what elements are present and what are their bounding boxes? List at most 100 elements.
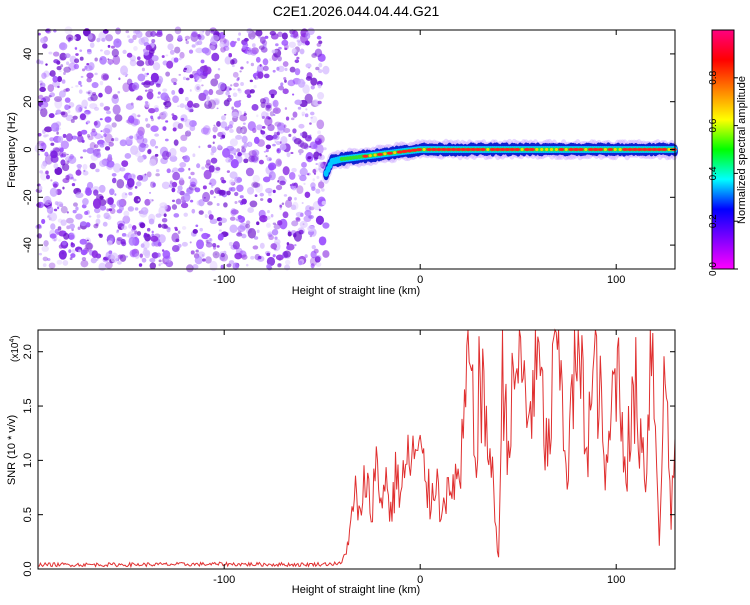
noise-speck xyxy=(294,197,297,201)
noise-speck xyxy=(142,208,146,211)
noise-speck xyxy=(245,220,251,225)
noise-speck xyxy=(137,114,141,118)
noise-speck xyxy=(235,134,243,140)
noise-speck xyxy=(262,43,267,49)
noise-speck xyxy=(253,136,260,145)
noise-speck xyxy=(321,188,325,192)
noise-speck xyxy=(128,191,133,196)
noise-speck xyxy=(166,168,171,174)
noise-speck xyxy=(246,60,249,64)
track-core xyxy=(373,153,377,157)
noise-speck xyxy=(234,252,243,260)
noise-speck xyxy=(196,163,201,169)
noise-speck xyxy=(301,202,304,204)
noise-speck xyxy=(292,201,299,211)
noise-speck xyxy=(48,212,58,222)
noise-speck xyxy=(169,49,175,55)
noise-speck xyxy=(212,126,218,133)
noise-speck xyxy=(180,117,185,121)
noise-speck xyxy=(288,172,296,180)
noise-speck xyxy=(100,130,103,133)
noise-speck xyxy=(74,190,77,193)
spectrogram-y-tick-label: 0 xyxy=(22,146,34,152)
noise-speck xyxy=(232,88,236,91)
noise-speck xyxy=(274,121,282,127)
noise-speck xyxy=(167,227,171,230)
noise-speck xyxy=(315,262,322,267)
noise-speck xyxy=(224,113,227,116)
snr-multiplier: (x104) xyxy=(9,335,21,362)
noise-speck xyxy=(279,143,287,151)
noise-speck xyxy=(58,239,62,242)
noise-speck xyxy=(316,42,322,47)
noise-speck xyxy=(246,28,253,34)
noise-speck xyxy=(275,141,281,146)
track-core xyxy=(486,148,490,151)
noise-speck xyxy=(305,76,312,81)
noise-speck xyxy=(173,213,180,218)
noise-speck xyxy=(236,232,243,237)
noise-speck xyxy=(291,30,299,38)
noise-speck xyxy=(185,40,189,45)
noise-speck xyxy=(256,64,264,74)
noise-speck xyxy=(98,262,107,272)
noise-speck xyxy=(38,252,43,256)
noise-speck xyxy=(138,142,146,153)
noise-speck xyxy=(137,126,145,136)
noise-speck xyxy=(159,202,168,209)
noise-speck xyxy=(299,167,308,177)
noise-speck xyxy=(245,44,249,47)
noise-speck xyxy=(143,50,150,56)
noise-speck xyxy=(86,120,91,124)
noise-speck xyxy=(135,130,144,140)
noise-speck xyxy=(38,185,43,191)
noise-speck xyxy=(150,72,159,83)
track-core xyxy=(475,148,482,151)
noise-speck xyxy=(45,174,51,180)
noise-speck xyxy=(164,138,169,142)
noise-speck xyxy=(172,167,179,173)
noise-speck xyxy=(210,157,218,164)
noise-speck xyxy=(155,83,161,88)
noise-speck xyxy=(72,178,77,182)
noise-speck xyxy=(41,245,49,252)
noise-speck xyxy=(179,190,185,196)
noise-speck xyxy=(320,179,323,182)
noise-speck xyxy=(68,249,72,254)
track-core xyxy=(603,148,608,151)
noise-speck xyxy=(182,193,191,202)
snr-x-ticks: -100 0 100 xyxy=(213,330,625,586)
noise-speck xyxy=(175,198,182,205)
noise-speck xyxy=(71,135,78,140)
noise-speck xyxy=(102,128,111,134)
noise-speck xyxy=(260,101,266,109)
noise-speck xyxy=(236,148,241,153)
noise-speck xyxy=(220,252,225,258)
noise-speck xyxy=(229,171,238,179)
noise-speck xyxy=(133,46,138,51)
snr-y-tick-label: 0.5 xyxy=(22,507,34,522)
noise-speck xyxy=(107,59,114,65)
noise-speck xyxy=(84,64,93,72)
noise-speck xyxy=(316,119,325,130)
noise-speck xyxy=(56,232,60,236)
track-core xyxy=(667,148,671,151)
noise-speck xyxy=(209,238,212,242)
noise-speck xyxy=(269,111,274,117)
noise-speck xyxy=(91,250,99,258)
noise-speck xyxy=(277,159,282,166)
noise-speck xyxy=(266,252,271,257)
svg-text:(x104): (x104) xyxy=(9,335,21,362)
noise-speck xyxy=(205,100,210,105)
noise-speck xyxy=(299,174,307,182)
noise-speck xyxy=(208,182,212,185)
noise-speck xyxy=(304,135,312,142)
noise-speck xyxy=(190,181,196,188)
noise-speck xyxy=(262,65,269,72)
noise-speck xyxy=(134,207,139,211)
noise-speck xyxy=(306,35,309,39)
noise-speck xyxy=(256,114,259,118)
noise-speck xyxy=(117,91,121,94)
noise-speck xyxy=(277,55,282,62)
noise-speck xyxy=(103,212,110,220)
